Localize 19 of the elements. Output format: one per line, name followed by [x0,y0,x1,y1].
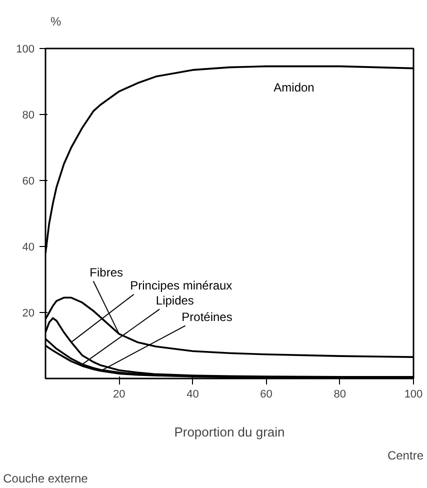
x-tick-label: 100 [404,388,423,400]
x-tick-label: 60 [260,388,272,400]
text: Fibres [90,266,124,280]
y-tick-label: 80 [22,110,35,122]
x-axis-title: Proportion du grain [174,424,285,440]
text: Lipides [156,294,194,308]
x-tick-label: 40 [186,388,199,400]
y-tick-label: 20 [22,308,35,320]
y-tick-label: 40 [22,242,35,254]
y-axis-title: % [50,14,62,28]
text: Protéines [182,310,232,324]
x-tick-label: 80 [334,388,346,400]
series-label: Amidon [274,80,314,95]
text: Principes minéraux [130,278,232,293]
y-tick-label: 60 [22,176,35,188]
text: Centre [387,448,424,462]
y-tick-label: 100 [16,44,35,56]
text: Couche externe [3,472,88,486]
x-tick-label: 20 [112,388,126,400]
